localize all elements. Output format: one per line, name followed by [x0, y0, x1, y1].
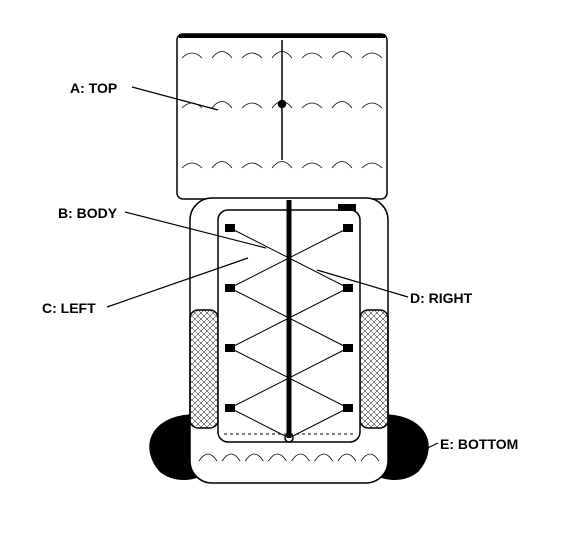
- leader-lines: [0, 0, 583, 549]
- backpack-diagram: A: TOP B: BODY C: LEFT D: RIGHT E: BOTTO…: [0, 0, 583, 549]
